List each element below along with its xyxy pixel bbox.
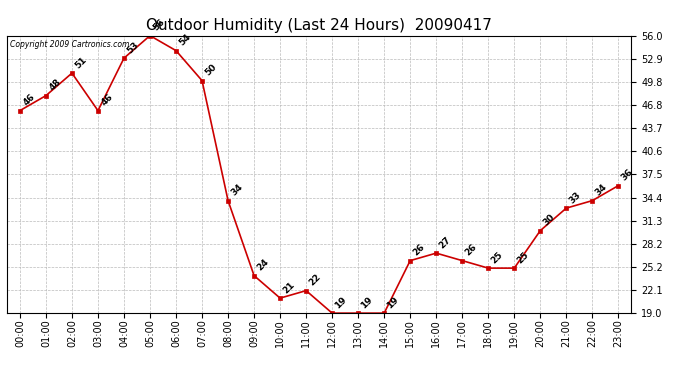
Text: 26: 26	[464, 243, 479, 258]
Text: 19: 19	[386, 295, 401, 310]
Text: 34: 34	[230, 183, 245, 198]
Text: 19: 19	[359, 295, 375, 310]
Text: 30: 30	[542, 213, 557, 228]
Text: 50: 50	[204, 63, 219, 78]
Text: 26: 26	[411, 243, 427, 258]
Text: 48: 48	[48, 78, 63, 93]
Text: 53: 53	[126, 40, 141, 56]
Text: Copyright 2009 Cartronics.com: Copyright 2009 Cartronics.com	[10, 40, 130, 49]
Text: 27: 27	[437, 235, 453, 250]
Text: 54: 54	[177, 33, 193, 48]
Text: 19: 19	[333, 295, 349, 310]
Text: 33: 33	[568, 190, 583, 206]
Text: 25: 25	[490, 250, 505, 266]
Text: 21: 21	[282, 280, 297, 296]
Title: Outdoor Humidity (Last 24 Hours)  20090417: Outdoor Humidity (Last 24 Hours) 2009041…	[146, 18, 492, 33]
Text: 24: 24	[255, 258, 270, 273]
Text: 46: 46	[21, 93, 37, 108]
Text: 36: 36	[620, 168, 635, 183]
Text: 22: 22	[308, 273, 323, 288]
Text: 56: 56	[151, 18, 166, 33]
Text: 51: 51	[73, 55, 88, 70]
Text: 34: 34	[593, 183, 609, 198]
Text: 25: 25	[515, 250, 531, 266]
Text: 46: 46	[99, 93, 115, 108]
